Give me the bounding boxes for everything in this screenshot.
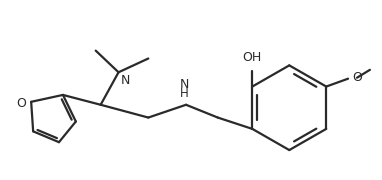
Text: N: N [120, 74, 130, 87]
Text: N: N [180, 78, 189, 91]
Text: OH: OH [243, 51, 262, 64]
Text: H: H [180, 87, 188, 100]
Text: O: O [16, 97, 26, 110]
Text: O: O [352, 71, 362, 84]
